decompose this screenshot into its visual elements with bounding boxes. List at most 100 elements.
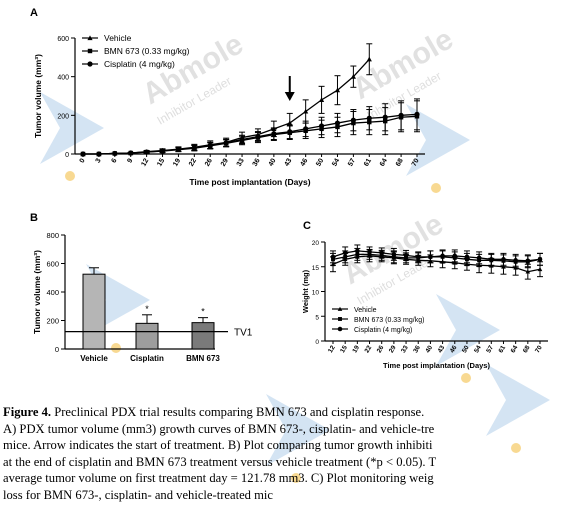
x-tick-label: 12 xyxy=(140,157,150,167)
legend-marker xyxy=(337,306,343,311)
y-tick-label: 0 xyxy=(65,152,69,159)
x-tick-label: 68 xyxy=(522,344,532,354)
watermark-dot-icon xyxy=(511,443,521,453)
x-tick-label: 54 xyxy=(473,344,483,354)
x-tick-label: 19 xyxy=(351,344,361,354)
x-tick-label: 12 xyxy=(327,344,337,354)
panel-a-letter: A xyxy=(30,7,38,19)
y-tick-label: 15 xyxy=(312,265,320,272)
x-tick-label: 26 xyxy=(204,157,214,167)
y-tick-label: 600 xyxy=(46,260,59,269)
x-tick-label: 43 xyxy=(437,344,447,354)
legend-label: Vehicle xyxy=(104,33,132,43)
legend-label: Cisplatin (4 mg/kg) xyxy=(104,59,175,69)
x-tick-label: 33 xyxy=(236,157,246,167)
data-point xyxy=(488,257,494,262)
legend-marker xyxy=(87,61,93,67)
data-point xyxy=(271,131,277,137)
data-point xyxy=(223,140,229,146)
y-tick-label: 0 xyxy=(315,339,319,346)
series-line xyxy=(83,113,418,155)
watermark-arrow-icon xyxy=(436,294,500,366)
x-tick-label: 22 xyxy=(364,344,374,354)
data-point xyxy=(207,142,213,148)
category-label: Cisplatin xyxy=(130,354,164,363)
series-2 xyxy=(330,244,543,268)
legend-label: BMN 673 (0.33 mg/kg) xyxy=(354,317,424,324)
data-point xyxy=(330,254,336,260)
x-tick-label: 70 xyxy=(411,157,421,167)
y-axis-label: Tumor volume (mm³) xyxy=(33,54,43,138)
data-point xyxy=(391,252,397,257)
legend: Vehicle BMN 673 (0.33 mg/kg) Cisplatin (4 … xyxy=(82,33,190,69)
caption-line: mice. Arrow indicates the start of treat… xyxy=(3,438,433,453)
legend-label: Vehicle xyxy=(354,307,377,314)
caption-line: at the end of cisplatin and BMN 673 trea… xyxy=(3,454,437,469)
x-tick-label: 9 xyxy=(126,157,134,164)
panel-c-letter: C xyxy=(303,220,311,232)
caption-line: loss for BMN 673-, cisplatin- and vehicl… xyxy=(3,487,273,502)
data-point xyxy=(440,253,445,259)
significance-marker: * xyxy=(145,304,149,314)
x-tick-label: 6 xyxy=(111,157,119,164)
x-axis-label: Time post implantation (Days) xyxy=(189,177,310,187)
data-point xyxy=(501,257,506,262)
data-point xyxy=(255,134,261,140)
data-point xyxy=(382,114,388,120)
y-tick-label: 10 xyxy=(312,290,320,297)
data-point xyxy=(318,97,325,102)
x-tick-label: 57 xyxy=(347,157,357,167)
x-tick-label: 64 xyxy=(379,157,389,167)
x-tick-label: 64 xyxy=(510,344,520,354)
bar xyxy=(135,322,159,350)
y-tick-label: 400 xyxy=(46,288,59,297)
legend-marker xyxy=(87,35,93,41)
bar xyxy=(82,273,106,350)
data-point xyxy=(318,123,325,129)
x-tick-label: 36 xyxy=(252,157,262,167)
x-tick-label: 70 xyxy=(534,344,544,354)
x-tick-label: 15 xyxy=(339,344,349,354)
data-point xyxy=(287,120,293,126)
x-tick-label: 40 xyxy=(424,344,434,354)
data-point xyxy=(367,249,372,255)
data-point xyxy=(428,254,433,260)
data-point xyxy=(159,148,166,154)
data-point xyxy=(366,115,372,121)
category-label: BMN 673 xyxy=(186,354,220,363)
bar xyxy=(191,322,215,350)
data-point xyxy=(379,250,385,256)
y-tick-label: 20 xyxy=(312,240,320,247)
data-point xyxy=(287,129,293,135)
panel-b-tumor-volume-bar-chart: B 0 200 400 600 800 Tumor volume (mm³) Vehicle… xyxy=(30,212,253,363)
data-point xyxy=(303,126,309,132)
x-tick-label: 50 xyxy=(315,157,325,167)
watermark-dot-icon xyxy=(431,183,441,193)
x-tick-label: 43 xyxy=(284,157,294,167)
caption-line: average tumor volume on first treatment … xyxy=(3,471,434,486)
y-tick-label: 200 xyxy=(57,113,69,120)
data-point xyxy=(334,120,341,126)
reference-line-label: TV1 xyxy=(234,328,253,339)
data-point xyxy=(175,146,182,152)
data-point xyxy=(96,151,102,157)
data-point xyxy=(476,255,482,261)
legend-marker xyxy=(87,48,93,54)
data-point xyxy=(464,254,470,260)
y-tick-label: 200 xyxy=(46,317,59,326)
data-point xyxy=(537,257,543,262)
x-tick-label: 61 xyxy=(363,157,373,167)
data-point xyxy=(366,56,372,62)
y-tick-label: 5 xyxy=(315,314,319,321)
x-tick-label: 68 xyxy=(395,157,405,167)
y-tick-label: 600 xyxy=(57,36,69,43)
data-point xyxy=(334,87,341,93)
data-point xyxy=(452,253,458,259)
x-tick-label: 33 xyxy=(400,344,410,354)
watermark-dot-icon xyxy=(461,373,471,383)
x-axis-label: Time post implantation (Days) xyxy=(383,361,490,370)
legend-marker xyxy=(337,326,343,332)
figure-caption: Figure 4. Preclinical PDX trial results … xyxy=(3,404,491,510)
